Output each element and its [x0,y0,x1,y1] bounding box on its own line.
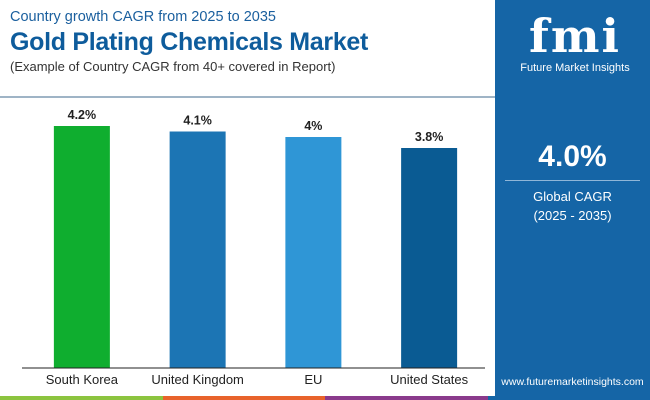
logo-mark: fmi [529,9,621,63]
global-cagr-label: Global CAGR [533,189,612,204]
logo-name: Future Market Insights [520,62,630,74]
global-cagr-period: (2025 - 2035) [533,208,612,223]
category-label: South Korea [46,372,119,387]
category-label: EU [304,372,322,387]
divider [505,180,640,181]
bar [285,137,342,368]
global-cagr-value: 4.0% [538,140,607,173]
bar-chart: 4.2% South Korea 4.1% United Kingdom 4% EU 3.8… [22,108,485,387]
strip-segment [487,396,650,400]
value-label: 4.2% [68,108,97,122]
website-url: www.futuremarketinsights.com [501,376,644,388]
category-label: United States [390,372,469,387]
chart-title: Gold Plating Chemicals Market [10,28,369,56]
side-panel: fmi Future Market Insights 4.0% Global C… [495,0,650,400]
value-label: 4% [304,119,322,133]
bar [53,126,110,368]
strip-segment [0,396,163,400]
chart-subtitle: Country growth CAGR from 2025 to 2035 [10,9,276,25]
bar [401,148,458,368]
divider [0,96,495,98]
chart-note: (Example of Country CAGR from 40+ covere… [10,59,336,74]
value-label: 4.1% [183,114,212,128]
strip-segment [325,396,488,400]
value-label: 3.8% [415,130,444,144]
fmi-logo: fmi Future Market Insights [515,8,635,74]
bar [169,131,226,368]
category-label: United Kingdom [151,372,244,387]
color-strip [0,396,650,400]
strip-segment [162,396,325,400]
